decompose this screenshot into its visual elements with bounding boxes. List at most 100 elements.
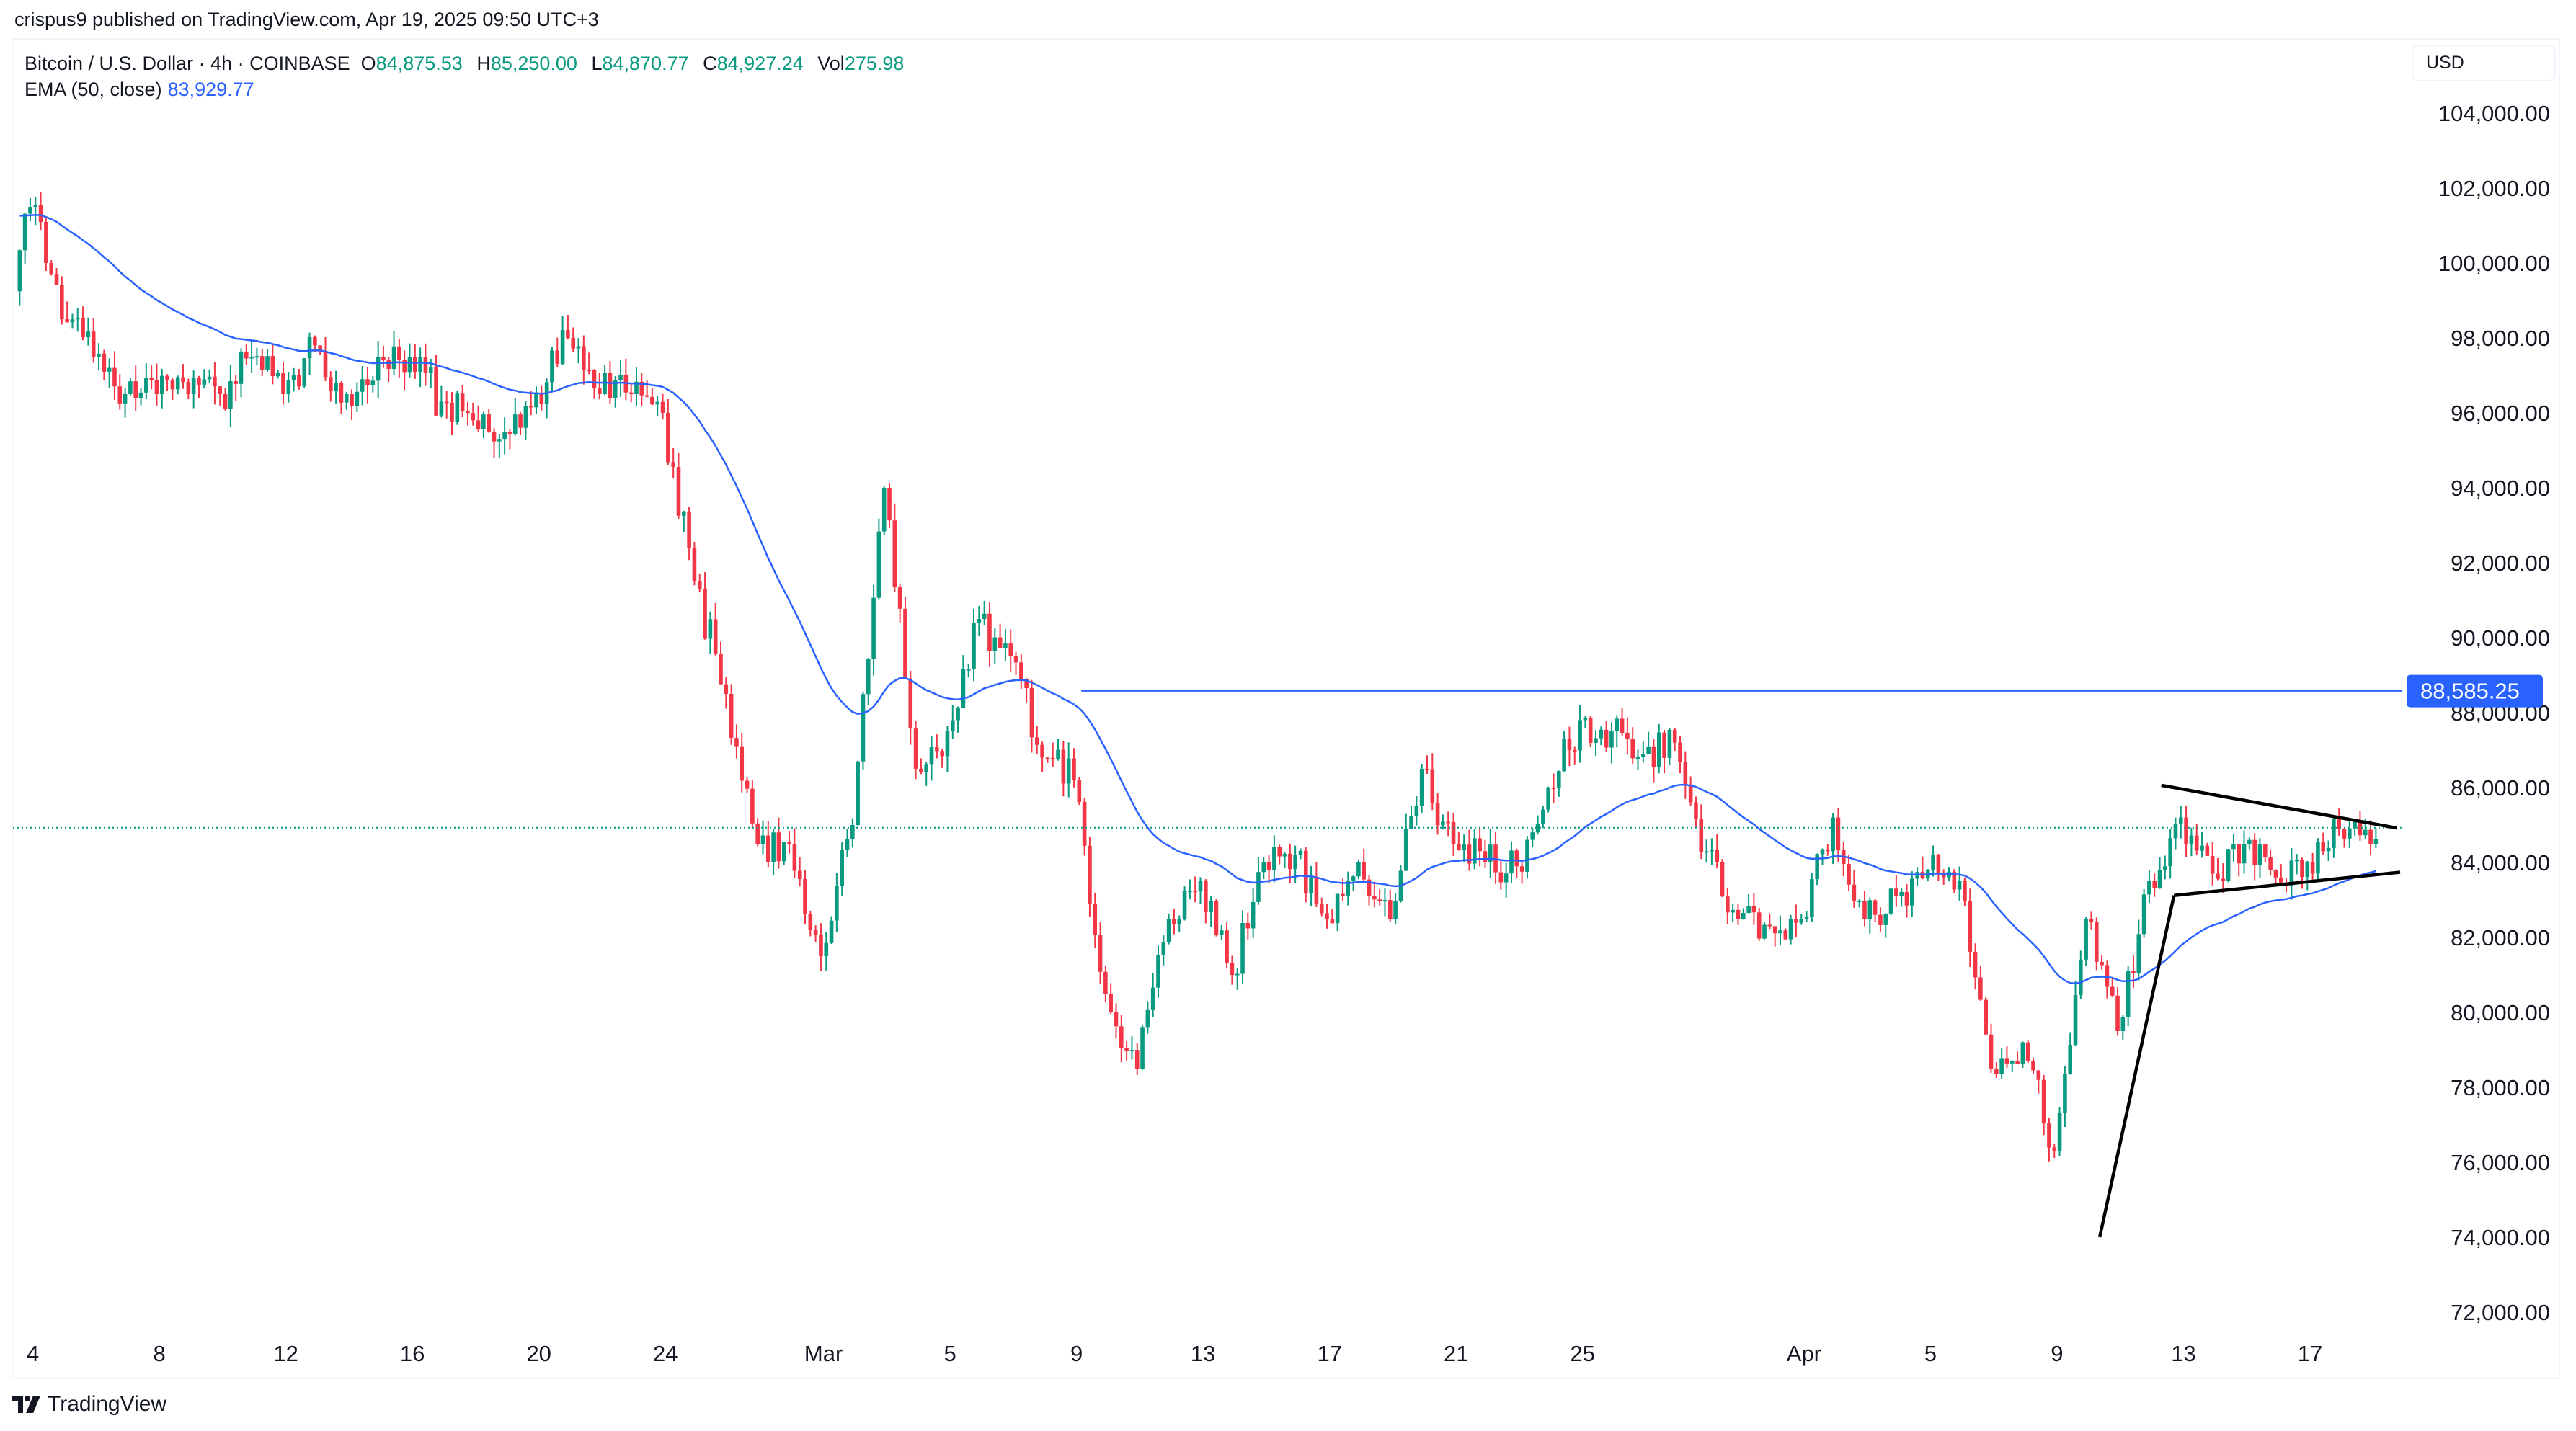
candle-body bbox=[1509, 850, 1514, 874]
candle bbox=[1857, 899, 1862, 908]
candle bbox=[1319, 897, 1324, 917]
candle-body bbox=[2252, 839, 2257, 866]
candle bbox=[1678, 736, 1682, 774]
publish-info: crispus9 published on TradingView.com, A… bbox=[14, 9, 599, 30]
candle-body bbox=[1957, 881, 1962, 890]
candle bbox=[2342, 828, 2347, 848]
candle bbox=[787, 831, 791, 854]
price-axis[interactable]: 104,000.00 102,000.00 100,000.00 98,000.00 9… bbox=[2438, 101, 2550, 1325]
candle-body bbox=[487, 414, 492, 432]
candle bbox=[1810, 872, 1814, 922]
candle bbox=[33, 197, 38, 226]
candle-body bbox=[138, 392, 143, 398]
candle bbox=[555, 337, 560, 367]
candle bbox=[977, 605, 982, 636]
candle bbox=[1710, 838, 1714, 865]
candle bbox=[2036, 1070, 2041, 1094]
time-tick-label: 13 bbox=[1191, 1341, 1215, 1366]
candle-body bbox=[539, 394, 544, 404]
candle-body bbox=[629, 392, 634, 394]
candle-body bbox=[2216, 873, 2220, 879]
candle bbox=[1883, 913, 1888, 938]
candle-body bbox=[576, 346, 581, 349]
candle-body bbox=[350, 394, 354, 406]
candle bbox=[1888, 888, 1893, 916]
candle-body bbox=[254, 356, 259, 358]
candle-body bbox=[813, 930, 818, 936]
time-tick-label: 20 bbox=[526, 1341, 551, 1366]
candle-body bbox=[1783, 930, 1788, 940]
time-tick-label: 21 bbox=[1444, 1341, 1468, 1366]
candle bbox=[697, 573, 702, 592]
candle-body bbox=[1298, 850, 1303, 855]
candle-body bbox=[1467, 844, 1472, 864]
candle-body bbox=[929, 747, 934, 765]
time-tick-label: 9 bbox=[1070, 1341, 1083, 1366]
candle-body bbox=[1240, 922, 1245, 974]
candle-body bbox=[940, 751, 944, 757]
candle bbox=[1847, 855, 1851, 891]
candle-body bbox=[481, 414, 486, 429]
candle bbox=[1910, 871, 1914, 917]
candle-body bbox=[275, 373, 280, 377]
candle bbox=[797, 857, 802, 887]
candle-body bbox=[1056, 749, 1060, 759]
candle bbox=[2168, 829, 2172, 879]
candle bbox=[1256, 857, 1261, 905]
time-axis[interactable]: 4 8 12 16 20 24 Mar 5 9 13 17 21 25 Apr 5 9 13 17 bbox=[27, 1341, 2322, 1366]
candle bbox=[2205, 842, 2210, 857]
candle-body bbox=[1351, 876, 1356, 881]
candle bbox=[1356, 859, 1361, 880]
candle bbox=[1756, 907, 1762, 941]
price-tick-label: 74,000.00 bbox=[2451, 1225, 2550, 1250]
candle-body bbox=[423, 357, 428, 373]
candle bbox=[512, 398, 518, 436]
candle-body bbox=[1008, 643, 1013, 656]
currency-button[interactable]: USD bbox=[2412, 45, 2556, 81]
candle-body bbox=[560, 330, 565, 364]
candle-body bbox=[1019, 662, 1023, 679]
candle bbox=[1578, 705, 1582, 763]
flagpole-trendline bbox=[2097, 895, 2176, 1238]
ema-label[interactable]: EMA (50, close) bbox=[25, 79, 162, 100]
horizontal-line-price-text: 88,585.25 bbox=[2420, 679, 2520, 704]
candle bbox=[2289, 848, 2294, 900]
candle bbox=[28, 197, 32, 222]
candle-body bbox=[1478, 838, 1482, 852]
time-tick-label: 17 bbox=[2298, 1341, 2322, 1366]
candle bbox=[1362, 848, 1367, 883]
candle bbox=[1620, 708, 1625, 737]
candle bbox=[1382, 888, 1387, 917]
candle-body bbox=[1904, 891, 1909, 906]
candle-body bbox=[1852, 884, 1857, 901]
candle bbox=[582, 335, 586, 385]
candle-body bbox=[555, 350, 560, 364]
candle bbox=[492, 427, 497, 459]
candle-body bbox=[2057, 1113, 2062, 1151]
candle bbox=[1746, 894, 1751, 914]
candle bbox=[1604, 721, 1609, 752]
candle-body bbox=[2041, 1079, 2046, 1124]
candle-body bbox=[1435, 803, 1440, 826]
candle-body bbox=[81, 318, 85, 338]
candle bbox=[1230, 955, 1235, 985]
candle-body bbox=[1172, 919, 1176, 925]
symbol-title[interactable]: Bitcoin / U.S. Dollar · 4h · COINBASE bbox=[25, 53, 350, 74]
candle bbox=[186, 378, 191, 400]
candle-body bbox=[808, 914, 813, 930]
candle-body bbox=[1525, 839, 1529, 872]
candle-body bbox=[1678, 742, 1682, 762]
candle bbox=[2200, 832, 2204, 858]
candle-body bbox=[850, 825, 855, 839]
candle-body bbox=[1630, 739, 1635, 759]
tradingview-logo[interactable]: TradingView bbox=[12, 1392, 166, 1417]
candle-body bbox=[1024, 679, 1029, 689]
candle bbox=[1303, 847, 1308, 903]
time-tick-label: Apr bbox=[1787, 1341, 1821, 1366]
candle-body bbox=[1377, 899, 1382, 901]
candle-body bbox=[1330, 919, 1335, 924]
candle bbox=[613, 375, 618, 408]
candle-body bbox=[2273, 870, 2278, 878]
candle-body bbox=[1772, 926, 1777, 934]
